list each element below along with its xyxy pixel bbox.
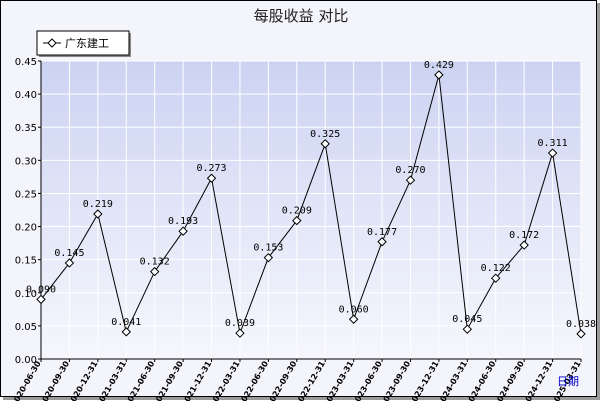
legend-marker	[47, 38, 57, 48]
x-tick-label: 2023-06-30	[350, 359, 384, 401]
data-label: 0.132	[140, 257, 170, 268]
y-tick-label: 0.30	[15, 156, 37, 167]
x-tick-label: 2020-09-30	[38, 359, 72, 401]
chart-title: 每股收益 对比	[254, 7, 349, 25]
x-tick-label: 2024-03-31	[436, 359, 470, 401]
data-point	[547, 148, 558, 158]
x-tick-label: 2021-12-31	[180, 359, 214, 401]
x-tick-label: 2023-09-30	[379, 359, 413, 401]
data-label: 0.325	[310, 129, 340, 140]
x-tick-label: 2021-09-30	[151, 359, 185, 401]
data-label: 0.045	[452, 314, 482, 325]
data-point	[178, 226, 188, 236]
data-label: 0.039	[225, 318, 255, 329]
data-point	[149, 266, 160, 277]
y-tick-label: 0.35	[15, 123, 37, 134]
x-tick-label: 2022-09-30	[265, 359, 299, 401]
data-label: 0.219	[83, 199, 113, 210]
data-label: 0.429	[424, 60, 454, 71]
data-point	[576, 329, 586, 339]
x-tick-label: 2021-06-30	[123, 359, 157, 401]
x-axis-label: 日期	[557, 375, 579, 388]
x-tick-label: 2022-03-31	[208, 359, 242, 401]
y-tick-label: 0.00	[15, 355, 37, 366]
data-point	[64, 258, 75, 268]
x-tick-label: 2023-03-31	[322, 359, 356, 401]
x-tick-label: 2022-06-30	[237, 359, 271, 401]
data-point	[434, 70, 444, 80]
data-label: 0.145	[54, 248, 84, 259]
data-label: 0.122	[481, 263, 511, 274]
y-tick-label: 0.10	[15, 289, 37, 300]
legend-label: 广东建工	[65, 36, 109, 50]
x-tick-label: 2024-09-30	[493, 359, 527, 401]
data-point	[462, 324, 473, 334]
y-tick-label: 0.05	[15, 322, 37, 333]
data-label: 0.311	[538, 138, 568, 149]
data-label: 0.270	[395, 165, 425, 176]
data-label: 0.060	[339, 304, 369, 315]
data-point	[292, 215, 302, 226]
y-tick-label: 0.25	[15, 189, 37, 200]
x-tick-label: 2023-12-31	[407, 359, 441, 401]
data-point	[121, 327, 131, 337]
data-point	[263, 252, 274, 263]
x-tick-label: 2020-12-31	[66, 359, 100, 401]
data-label: 0.193	[168, 216, 198, 227]
data-point	[36, 294, 46, 305]
data-point	[93, 209, 103, 219]
plot-area	[41, 61, 581, 359]
data-point	[206, 173, 217, 183]
data-point	[377, 237, 387, 247]
y-tick-label: 0.45	[15, 57, 37, 68]
data-point	[320, 139, 330, 149]
data-label: 0.172	[509, 230, 539, 241]
data-point	[491, 273, 501, 283]
y-tick-label: 0.40	[15, 90, 37, 101]
data-label: 0.041	[111, 317, 141, 328]
x-tick-label: 2022-12-31	[294, 359, 328, 401]
data-label: 0.153	[253, 243, 283, 254]
data-point	[519, 240, 529, 250]
x-tick-label: 2024-06-30	[464, 359, 498, 401]
x-tick-label: 2024-12-31	[521, 359, 555, 401]
data-label: 0.177	[367, 227, 397, 238]
data-point	[405, 175, 416, 185]
data-label: 0.038	[566, 319, 596, 330]
data-point	[235, 328, 245, 338]
y-tick-label: 0.20	[15, 223, 37, 234]
y-tick-label: 0.15	[15, 256, 37, 267]
series-line	[40, 74, 582, 336]
data-label: 0.090	[26, 284, 56, 295]
data-label: 0.209	[282, 206, 312, 217]
x-tick-label: 2021-03-31	[95, 359, 129, 401]
data-label: 0.273	[196, 163, 226, 174]
data-point	[348, 314, 359, 324]
